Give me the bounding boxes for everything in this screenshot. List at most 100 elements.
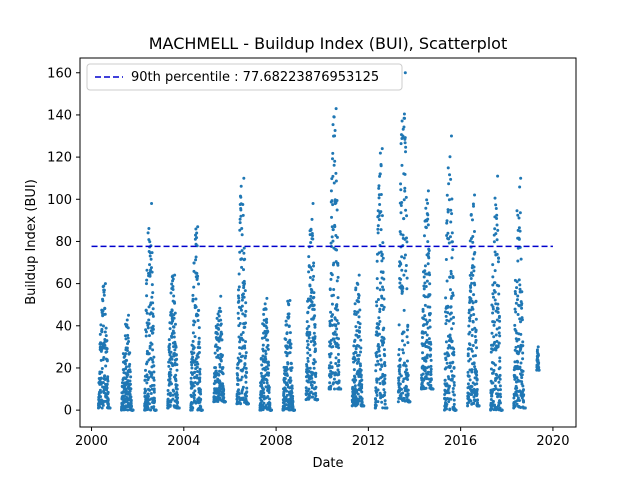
scatter-point — [167, 346, 171, 350]
scatter-point — [304, 386, 308, 390]
scatter-point — [334, 323, 338, 327]
scatter-point — [124, 387, 128, 391]
scatter-point — [144, 309, 148, 313]
scatter-point — [385, 406, 389, 410]
scatter-point — [423, 264, 427, 268]
scatter-point — [469, 314, 473, 317]
scatter-point — [307, 270, 311, 274]
scatter-point — [147, 305, 151, 309]
scatter-point — [195, 231, 199, 235]
scatter-point — [105, 339, 109, 343]
scatter-point — [102, 355, 106, 359]
scatter-point — [375, 259, 379, 263]
scatter-point — [195, 365, 199, 369]
scatter-point — [145, 311, 149, 315]
scatter-point — [306, 367, 310, 371]
scatter-point — [493, 340, 497, 344]
scatter-point — [425, 353, 429, 357]
scatter-point — [513, 377, 517, 381]
scatter-point — [519, 320, 523, 324]
scatter-point — [445, 221, 449, 225]
scatter-point — [512, 396, 516, 400]
scatter-point — [329, 277, 333, 281]
scatter-point — [516, 360, 520, 364]
scatter-point — [214, 343, 218, 347]
scatter-point — [470, 368, 474, 372]
scatter-point — [357, 293, 361, 297]
scatter-point — [518, 365, 522, 369]
scatter-point — [399, 211, 403, 215]
scatter-point — [357, 315, 361, 319]
scatter-point — [495, 339, 499, 343]
scatter-point — [353, 384, 357, 388]
scatter-point — [356, 392, 360, 396]
scatter-point — [375, 300, 379, 304]
scatter-point — [360, 386, 364, 390]
scatter-point — [468, 316, 472, 320]
scatter-point — [172, 316, 176, 320]
scatter-point — [236, 311, 240, 315]
scatter-point — [147, 318, 151, 322]
scatter-point — [128, 389, 132, 393]
scatter-point — [404, 263, 408, 267]
scatter-point — [305, 339, 309, 343]
scatter-point — [106, 379, 110, 383]
x-tick-label: 2000 — [75, 434, 108, 449]
scatter-point — [237, 335, 241, 339]
scatter-point — [360, 383, 364, 387]
scatter-point — [330, 177, 334, 181]
scatter-point — [176, 396, 180, 400]
scatter-point — [473, 398, 477, 402]
scatter-point — [446, 208, 450, 212]
scatter-point — [330, 365, 334, 369]
scatter-point — [308, 332, 312, 336]
scatter-point — [100, 370, 104, 374]
scatter-point — [444, 296, 448, 300]
scatter-point — [443, 378, 447, 382]
scatter-point — [193, 335, 197, 339]
scatter-point — [314, 394, 318, 398]
scatter-point — [260, 399, 264, 403]
scatter-point — [150, 373, 154, 377]
scatter-point — [517, 226, 521, 230]
scatter-point — [376, 231, 380, 235]
scatter-point — [400, 119, 404, 123]
scatter-point — [128, 392, 132, 396]
scatter-point — [381, 256, 385, 260]
scatter-point — [379, 250, 383, 254]
scatter-point — [173, 301, 177, 305]
scatter-point — [288, 298, 292, 302]
scatter-point — [264, 307, 268, 311]
scatter-point — [217, 339, 221, 343]
scatter-point — [381, 270, 385, 274]
scatter-point — [491, 371, 495, 375]
scatter-point — [380, 252, 384, 256]
x-tick-label: 2012 — [352, 434, 385, 449]
scatter-point — [383, 377, 387, 381]
scatter-point — [472, 269, 476, 273]
scatter-point — [450, 256, 454, 260]
scatter-point — [375, 355, 379, 359]
scatter-point — [100, 330, 104, 334]
scatter-point — [330, 302, 334, 306]
scatter-point — [266, 367, 270, 371]
scatter-point — [200, 408, 204, 412]
scatter-point — [383, 373, 387, 377]
scatter-point — [189, 376, 193, 380]
scatter-point — [357, 353, 361, 357]
scatter-point — [403, 253, 407, 257]
scatter-point — [427, 249, 431, 253]
scatter-point — [241, 312, 245, 316]
scatter-point — [475, 382, 479, 386]
scatter-point — [429, 353, 433, 357]
scatter-point — [285, 393, 289, 397]
scatter-point — [285, 367, 289, 371]
scatter-point — [408, 400, 412, 404]
scatter-point — [104, 364, 108, 368]
scatter-point — [293, 408, 297, 412]
scatter-point — [239, 359, 243, 363]
scatter-point — [491, 381, 495, 385]
scatter-point — [449, 288, 452, 292]
scatter-point — [375, 277, 379, 281]
scatter-point — [193, 393, 197, 397]
